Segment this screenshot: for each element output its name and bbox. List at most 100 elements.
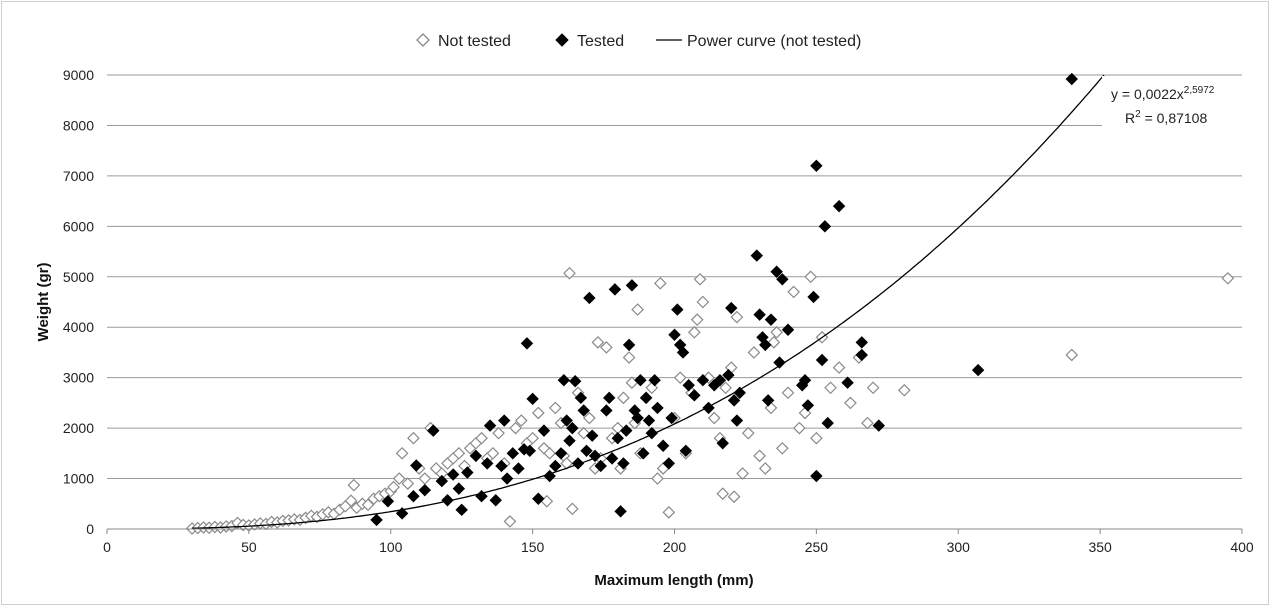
legend-item-tested: Tested — [555, 33, 624, 50]
data-point-tested — [818, 220, 832, 233]
legend-item-power-curve: Power curve (not tested) — [656, 33, 861, 50]
y-tick-label: 2000 — [63, 420, 94, 436]
data-point-not-tested — [347, 478, 361, 492]
data-point-not-tested — [662, 506, 676, 519]
data-point-not-tested — [563, 266, 576, 280]
data-point-tested — [781, 323, 795, 336]
data-point-tested — [634, 373, 647, 387]
y-tick-label: 7000 — [63, 168, 94, 184]
data-point-not-tested — [793, 421, 806, 435]
data-point-not-tested — [475, 431, 488, 445]
data-point-not-tested — [560, 457, 574, 470]
data-point-tested — [410, 459, 423, 472]
data-point-tested — [537, 424, 551, 437]
data-point-not-tested — [770, 325, 783, 339]
data-point-tested — [577, 404, 590, 417]
data-point-tested — [764, 313, 778, 326]
data-point-not-tested — [387, 480, 400, 494]
data-point-not-tested — [583, 411, 596, 425]
equation-exponent: 2,5972 — [1184, 85, 1215, 96]
power-curve-layer — [192, 74, 1105, 529]
data-point-tested — [696, 373, 710, 387]
data-point-not-tested — [1065, 348, 1079, 362]
data-point-not-tested — [866, 381, 880, 395]
data-point-not-tested — [861, 416, 874, 430]
x-tick-label: 350 — [1088, 539, 1112, 555]
data-point-tested — [583, 291, 596, 305]
data-point-tested — [588, 449, 602, 463]
data-point-not-tested — [719, 381, 732, 395]
data-point-tested — [776, 273, 789, 286]
data-point-not-tested — [653, 276, 667, 290]
data-point-tested — [810, 159, 823, 173]
data-point-not-tested — [764, 401, 778, 415]
data-point-tested — [688, 389, 701, 402]
data-point-tested — [855, 348, 868, 362]
data-point-not-tested — [787, 285, 801, 299]
x-tick-label: 300 — [947, 539, 971, 555]
data-point-not-tested — [753, 449, 766, 463]
data-point-not-tested — [407, 431, 420, 445]
data-point-not-tested — [810, 431, 823, 445]
data-point-tested — [727, 394, 741, 407]
data-point-tested — [608, 283, 622, 296]
data-point-tested — [798, 373, 812, 387]
data-point-tested — [543, 469, 556, 483]
y-axis-title: Weight (gr) — [35, 263, 52, 342]
data-point-tested — [810, 469, 823, 483]
r2-value: = 0,87108 — [1141, 110, 1208, 126]
data-point-tested — [566, 421, 579, 435]
not-tested-points — [185, 266, 1235, 535]
data-point-tested — [549, 459, 562, 473]
data-point-tested — [713, 373, 727, 387]
data-point-tested — [662, 457, 676, 470]
tested-points — [370, 72, 1078, 527]
legend-label-power-curve: Power curve (not tested) — [687, 33, 861, 50]
data-point-tested — [441, 494, 454, 507]
data-point-tested — [639, 391, 653, 405]
data-point-tested — [759, 338, 772, 352]
data-point-tested — [631, 411, 644, 425]
r2-exponent: 2 — [1135, 109, 1141, 120]
data-point-tested — [637, 447, 650, 460]
data-point-not-tested — [591, 336, 605, 349]
data-point-tested — [725, 301, 738, 315]
data-point-tested — [682, 379, 695, 392]
data-point-not-tested — [526, 431, 539, 445]
data-point-tested — [523, 444, 536, 458]
data-point-tested — [815, 353, 829, 367]
data-point-not-tested — [824, 381, 837, 395]
x-tick-label: 50 — [241, 539, 257, 555]
y-tick-label: 4000 — [63, 319, 94, 335]
legend-marker-open-diamond — [416, 33, 430, 47]
data-point-tested — [645, 426, 659, 440]
data-point-not-tested — [617, 391, 630, 405]
x-axis-ticks: 0 50 100 150 200 250 300 350 400 — [103, 529, 1254, 555]
data-point-tested — [722, 368, 735, 382]
data-point-tested — [605, 452, 619, 465]
data-point-tested — [625, 279, 639, 292]
data-point-not-tested — [693, 272, 707, 286]
data-point-tested — [489, 494, 502, 507]
data-point-tested — [750, 249, 763, 262]
data-point-not-tested — [651, 472, 664, 485]
x-tick-label: 0 — [103, 539, 111, 555]
data-point-tested — [773, 356, 786, 369]
data-point-tested — [483, 419, 497, 432]
data-point-not-tested — [758, 462, 772, 475]
y-tick-label: 6000 — [63, 218, 94, 234]
trendline-equation: y = 0,0022x2,5972 — [1111, 85, 1215, 102]
data-point-not-tested — [702, 371, 715, 385]
x-tick-label: 150 — [521, 539, 545, 555]
data-point-tested — [872, 419, 886, 432]
data-point-tested — [770, 265, 783, 278]
data-point-tested — [620, 424, 633, 437]
data-point-not-tested — [736, 467, 749, 480]
data-point-not-tested — [401, 477, 415, 490]
data-point-tested — [761, 394, 775, 407]
data-point-not-tested — [486, 446, 500, 460]
data-point-tested — [512, 462, 525, 475]
data-point-not-tested — [418, 472, 432, 485]
